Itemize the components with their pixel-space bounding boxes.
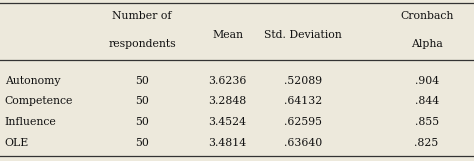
Text: Autonomy: Autonomy bbox=[5, 76, 60, 85]
Text: Mean: Mean bbox=[212, 30, 243, 40]
Text: 3.6236: 3.6236 bbox=[209, 76, 246, 85]
Text: 50: 50 bbox=[135, 76, 149, 85]
Text: 3.4814: 3.4814 bbox=[209, 138, 246, 148]
Text: .825: .825 bbox=[414, 138, 439, 148]
Text: .855: .855 bbox=[415, 117, 438, 127]
Text: 50: 50 bbox=[135, 138, 149, 148]
Text: Alpha: Alpha bbox=[411, 39, 442, 49]
Text: .904: .904 bbox=[415, 76, 438, 85]
Text: 50: 50 bbox=[135, 96, 149, 106]
Text: 3.4524: 3.4524 bbox=[209, 117, 246, 127]
Text: Number of: Number of bbox=[112, 11, 172, 21]
Text: Std. Deviation: Std. Deviation bbox=[264, 30, 342, 40]
Text: Influence: Influence bbox=[5, 117, 56, 127]
Text: .52089: .52089 bbox=[284, 76, 322, 85]
Text: .62595: .62595 bbox=[284, 117, 322, 127]
Text: .63640: .63640 bbox=[284, 138, 322, 148]
Text: .844: .844 bbox=[415, 96, 438, 106]
Text: Cronbach: Cronbach bbox=[400, 11, 453, 21]
Text: respondents: respondents bbox=[109, 39, 176, 49]
Text: .64132: .64132 bbox=[284, 96, 322, 106]
Text: 3.2848: 3.2848 bbox=[209, 96, 246, 106]
Text: OLE: OLE bbox=[5, 138, 29, 148]
Text: 50: 50 bbox=[135, 117, 149, 127]
Text: Competence: Competence bbox=[5, 96, 73, 106]
